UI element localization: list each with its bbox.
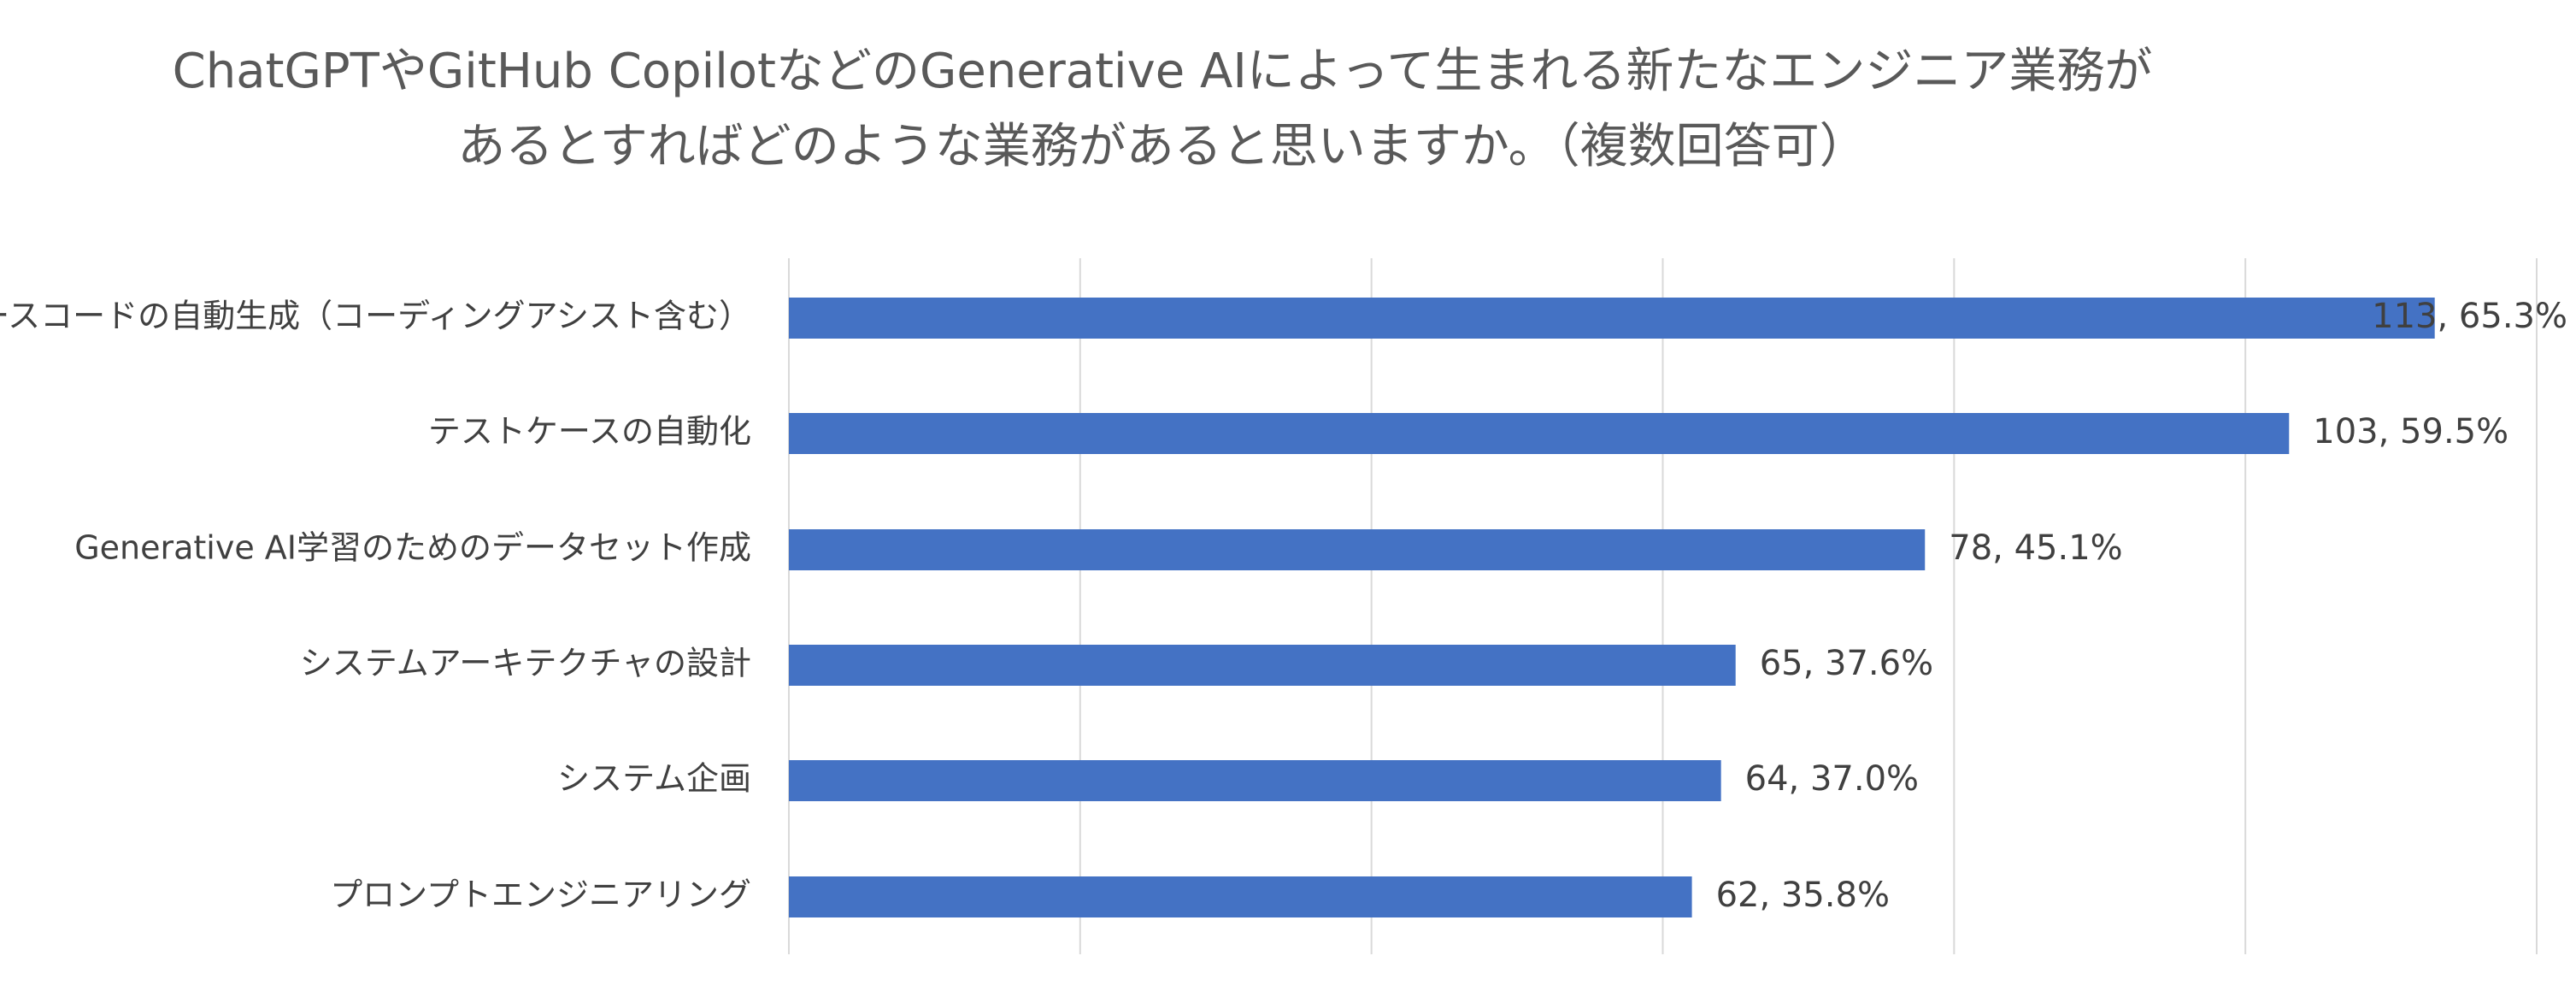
data-label: 62, 35.8%: [1716, 876, 1890, 915]
bar: [789, 413, 2290, 454]
data-label: 78, 45.1%: [1949, 528, 2122, 568]
category-label-layer: ソースコードの自動生成（コーディングアシスト含む） テストケースの自動化 Gener…: [0, 298, 751, 914]
bar-layer: [789, 298, 2435, 917]
data-label: 64, 37.0%: [1745, 759, 1919, 799]
category-label: システム企画: [557, 760, 751, 798]
data-label-layer: 113, 65.3% 103, 59.5% 78, 45.1% 65, 37.6% 64…: [1716, 297, 2567, 915]
category-label: ソースコードの自動生成（コーディングアシスト含む）: [0, 298, 751, 335]
data-label: 113, 65.3%: [2372, 297, 2567, 336]
bar: [789, 645, 1736, 686]
grid-layer: [788, 258, 2538, 954]
category-label: システムアーキテクチャの設計: [300, 645, 751, 682]
chart-title-line-2: あるとすればどのような業務があると思いますか。（複数回答可）: [457, 119, 1867, 174]
chart-title: ChatGPTやGitHub CopilotなどのGenerative AIによ…: [0, 34, 2325, 185]
data-label: 65, 37.6%: [1760, 644, 1933, 683]
bar: [789, 529, 1926, 570]
bar: [789, 876, 1692, 917]
bar: [789, 298, 2435, 339]
data-label: 103, 59.5%: [2313, 412, 2508, 451]
category-label: テストケースの自動化: [428, 413, 751, 451]
category-label: Generative AI学習のためのデータセット作成: [74, 529, 751, 567]
chart-title-line-1: ChatGPTやGitHub CopilotなどのGenerative AIによ…: [172, 44, 2153, 99]
category-label: プロンプトエンジニアリング: [330, 876, 751, 914]
bar: [789, 760, 1721, 801]
